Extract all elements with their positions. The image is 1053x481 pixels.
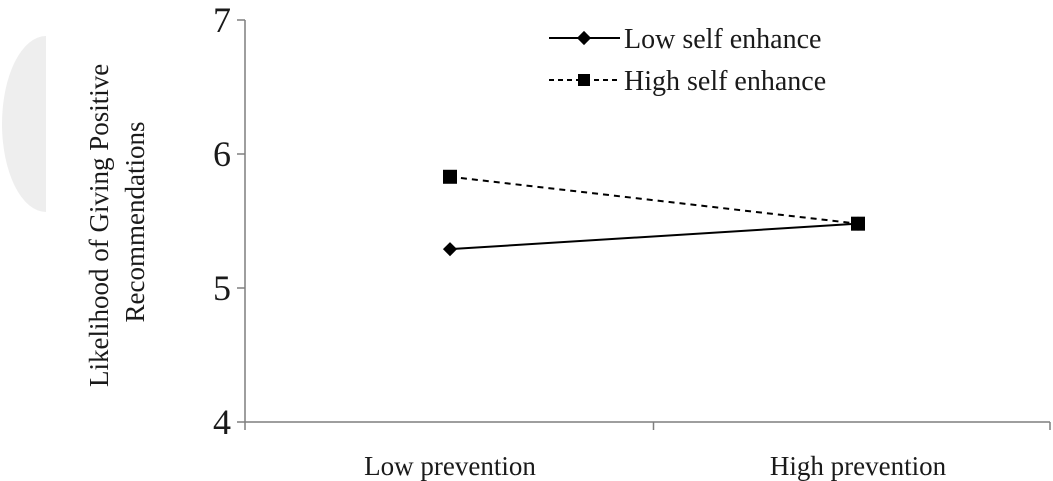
y-tick-label-1: 5 <box>213 268 231 308</box>
point-low-self-enhance-1 <box>850 216 866 231</box>
legend-label-low-self-enhance: Low self enhance <box>624 24 821 55</box>
point-low-self-enhance-0 <box>442 242 458 257</box>
y-axis-label-line-2: Recommendations <box>120 122 150 323</box>
category-label-high-prevention: High prevention <box>770 451 947 481</box>
legend: Low self enhance High self enhance <box>549 24 826 97</box>
point-high-self-enhance-0 <box>443 169 457 184</box>
category-label-low-prevention: Low prevention <box>364 451 536 481</box>
series-layer <box>442 169 866 257</box>
y-axis-label-line-1: Likelihood of Giving Positive <box>84 64 114 387</box>
y-tick-label-2: 6 <box>213 134 231 174</box>
background-shape <box>2 36 46 212</box>
series-line-low-self-enhance <box>449 222 859 251</box>
legend-label-high-self-enhance: High self enhance <box>624 66 826 97</box>
y-ticks: 4 5 6 7 <box>213 0 245 442</box>
series-line-high-self-enhance <box>449 175 859 225</box>
y-axis-label: Likelihood of Giving Positive Recommenda… <box>84 57 150 387</box>
legend-marker-low-self-enhance <box>576 30 592 46</box>
x-ticks <box>244 422 1051 430</box>
y-tick-label-3: 7 <box>213 0 231 40</box>
y-tick-label-0: 4 <box>213 402 231 442</box>
legend-marker-high-self-enhance <box>578 74 590 86</box>
